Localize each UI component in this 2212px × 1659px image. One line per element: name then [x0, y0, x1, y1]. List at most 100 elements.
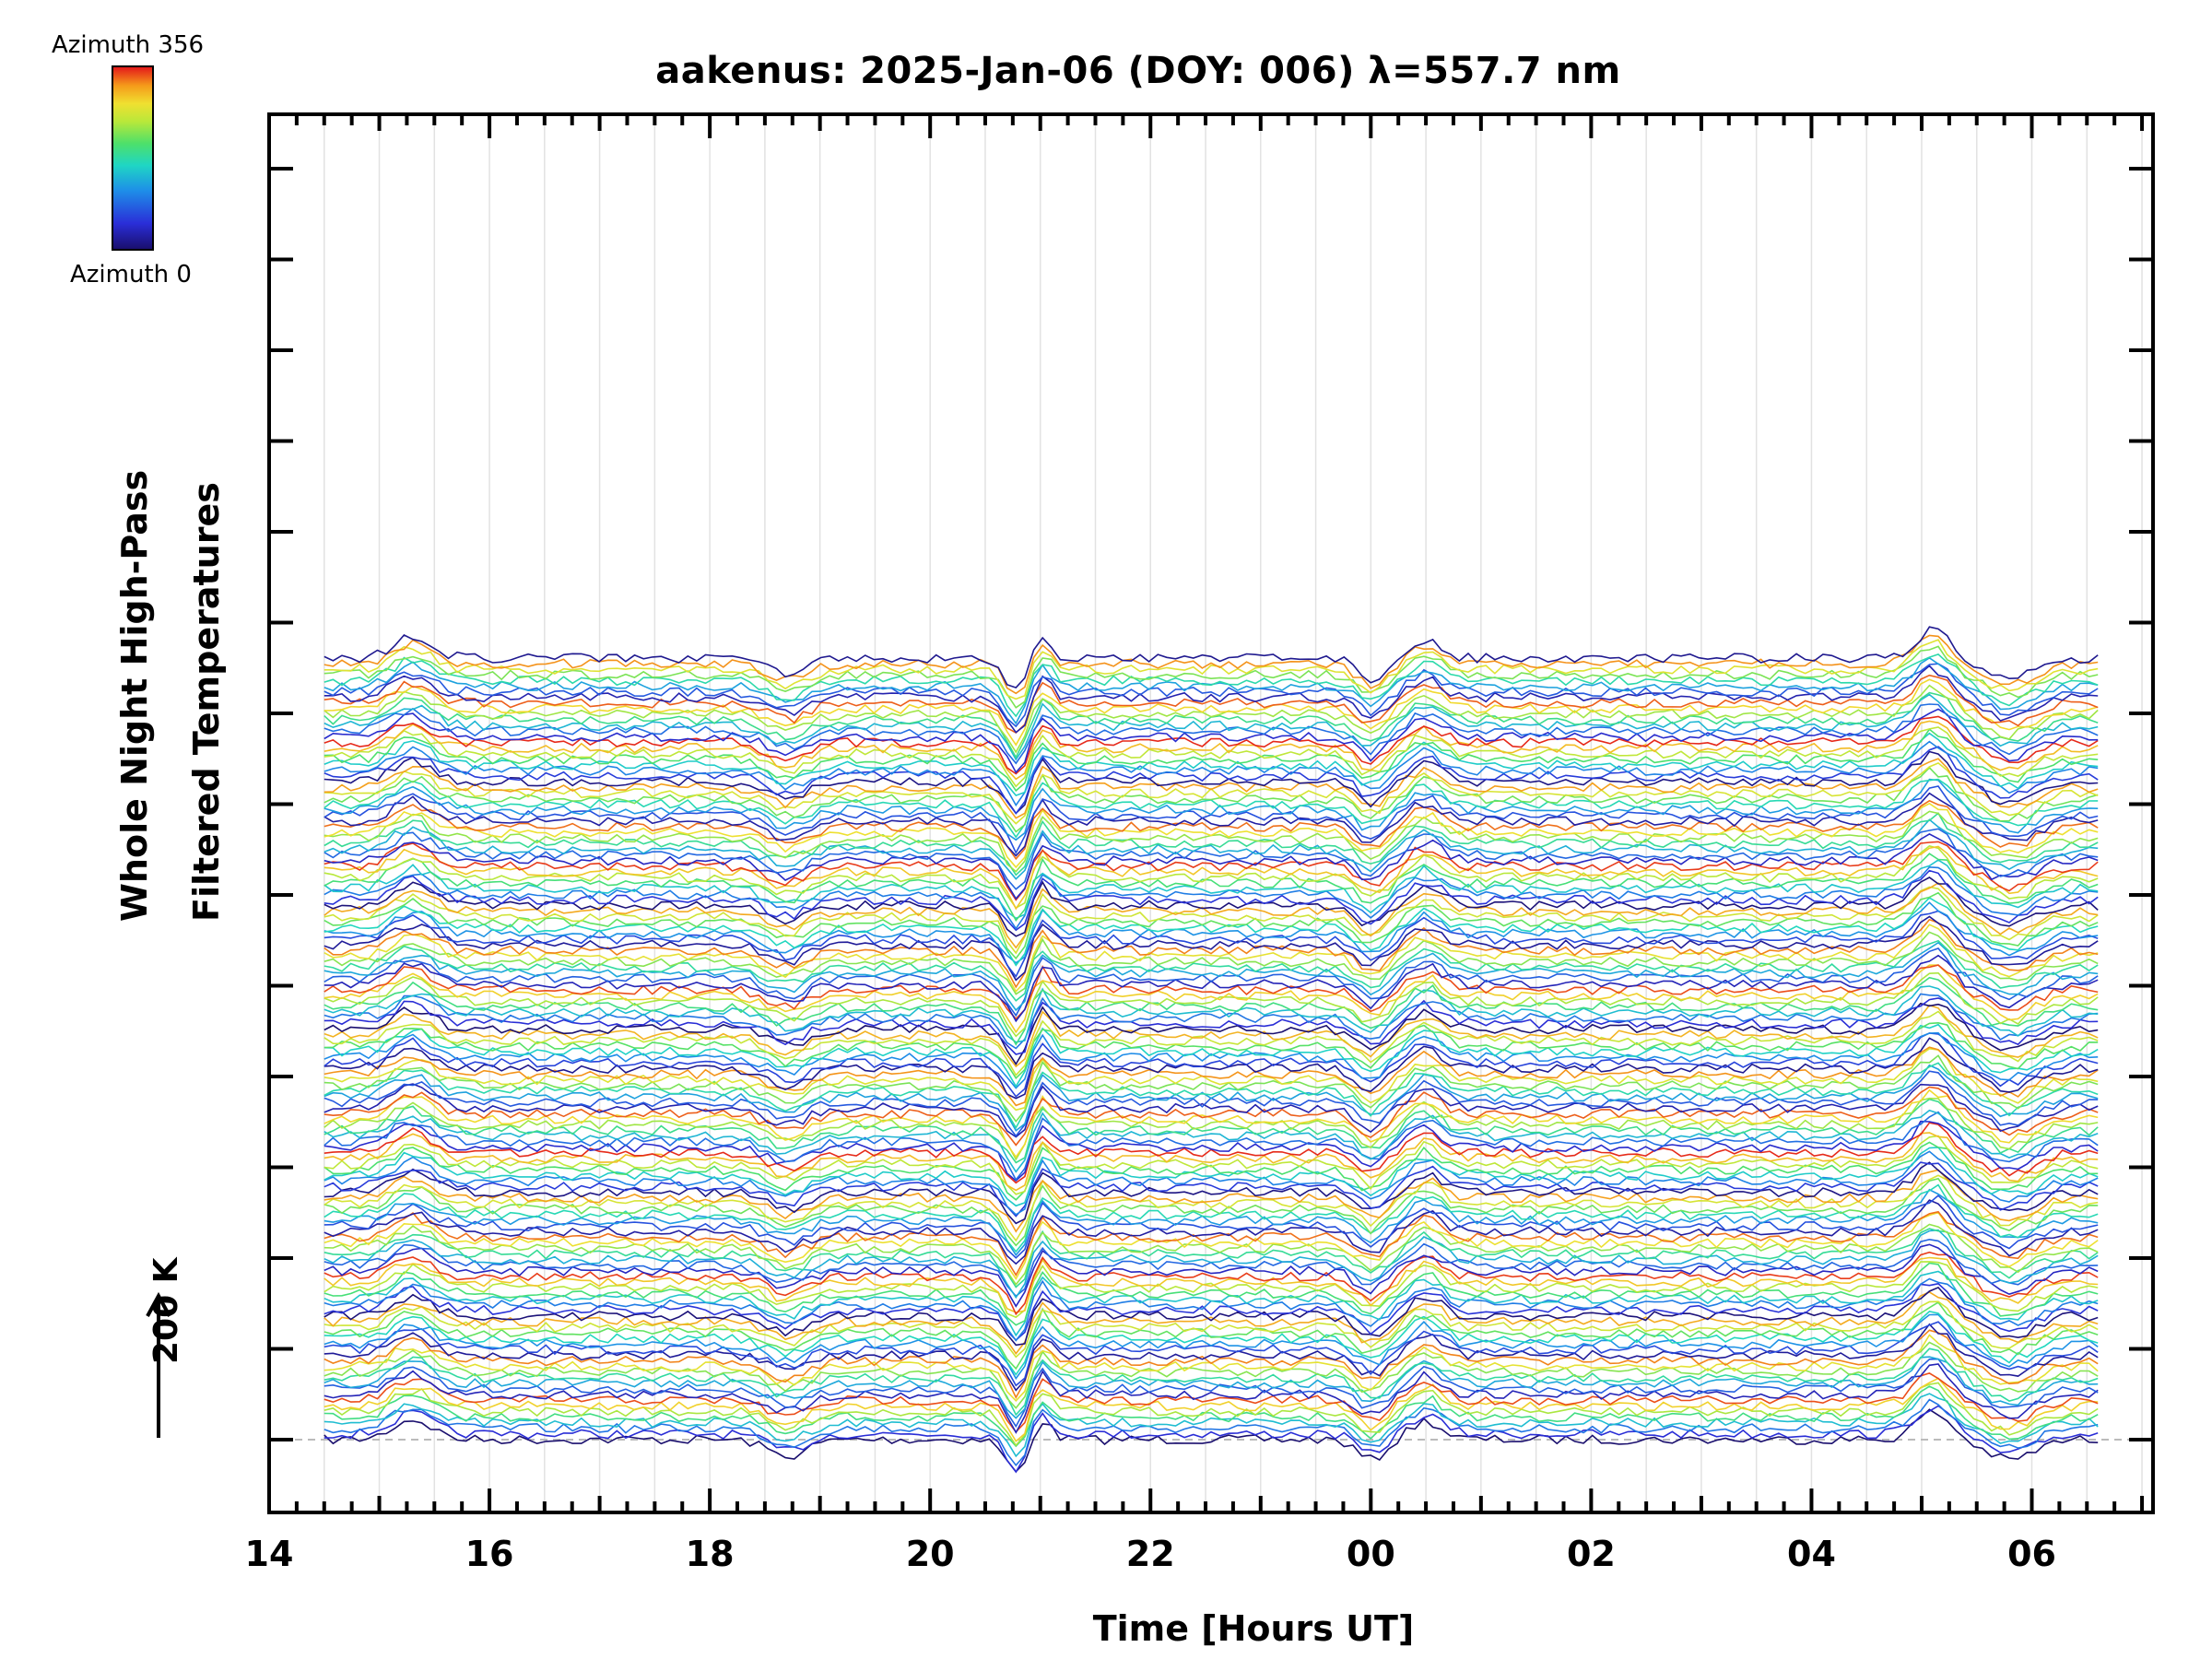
series-line: [324, 639, 2099, 700]
series-line: [324, 1023, 2099, 1088]
series-line: [324, 1088, 2099, 1159]
series-line: [324, 1282, 2099, 1342]
series-line: [324, 918, 2099, 989]
series-line: [324, 1313, 2099, 1381]
series-line: [324, 924, 2099, 994]
series-line: [324, 703, 2099, 765]
x-axis-label: Time [Hours UT]: [1092, 1608, 1415, 1649]
series-line: [324, 1174, 2099, 1242]
series-line: [324, 653, 2099, 718]
series-line: [324, 853, 2099, 923]
series-line: [324, 1372, 2099, 1433]
series-line: [324, 634, 2099, 695]
series-line: [324, 845, 2099, 911]
scale-arrow: [146, 1291, 171, 1438]
colorbar-bottom-label: Azimuth 0: [70, 261, 192, 288]
tick-label-layer: 14 16 18 20 22 00 02 04 06: [245, 1534, 2056, 1574]
series-line: [324, 1277, 2099, 1342]
series-line: [324, 1047, 2099, 1112]
series-line: [324, 665, 2099, 734]
series-line: [324, 1031, 2099, 1089]
series-line: [324, 1408, 2099, 1473]
series-line: [324, 931, 2099, 995]
series-line: [324, 1021, 2099, 1080]
series-line: [324, 1321, 2099, 1387]
series-line: [324, 746, 2099, 815]
tick-layer: [267, 114, 2153, 1512]
series-line: [324, 1229, 2099, 1300]
series-line: [324, 799, 2099, 861]
series-line: [324, 792, 2099, 857]
series-line: [324, 891, 2099, 960]
series-line: [324, 1046, 2099, 1107]
series-line: [324, 1037, 2099, 1100]
series-line: [324, 766, 2099, 833]
series-line: [324, 947, 2099, 1018]
series-line: [324, 877, 2099, 937]
series-line: [324, 1256, 2099, 1313]
series-line: [324, 882, 2099, 949]
series-line: [324, 1393, 2099, 1458]
series-line: [324, 1382, 2099, 1447]
x-tick-label: 22: [1126, 1534, 1175, 1574]
x-tick-label: 14: [245, 1534, 294, 1574]
series-line: [324, 1064, 2099, 1132]
series-line: [324, 1188, 2099, 1257]
series-line: [324, 828, 2099, 890]
series-line: [324, 1210, 2099, 1277]
series-line: [324, 1300, 2099, 1371]
x-tick-label: 00: [1347, 1534, 1395, 1574]
series-line: [324, 1270, 2099, 1337]
series-line: [324, 915, 2099, 982]
series-line: [324, 812, 2099, 877]
series-layer: [324, 626, 2099, 1474]
series-line: [324, 1405, 2099, 1474]
series-line: [324, 1262, 2099, 1326]
series-line: [324, 663, 2099, 728]
series-line: [324, 1377, 2099, 1442]
series-line: [324, 1329, 2099, 1399]
series-line: [324, 674, 2099, 734]
series-line: [324, 1147, 2099, 1207]
series-line: [324, 1291, 2099, 1355]
x-tick-label: 16: [465, 1534, 514, 1574]
series-line: [324, 910, 2099, 979]
series-line: [324, 865, 2099, 930]
series-line: [324, 993, 2099, 1050]
series-line: [324, 1086, 2099, 1147]
series-line: [324, 1141, 2099, 1201]
series-line: [324, 1347, 2099, 1417]
series-line: [324, 1223, 2099, 1286]
series-line: [324, 626, 2099, 689]
series-line: [324, 1385, 2099, 1448]
series-line: [324, 778, 2099, 841]
series-line: [324, 1004, 2099, 1068]
plot-frame: [267, 112, 2155, 1514]
x-tick-label: 04: [1787, 1534, 1836, 1574]
series-line: [324, 1054, 2099, 1124]
series-line: [324, 1363, 2099, 1434]
series-line: [324, 715, 2099, 775]
series-line: [324, 1161, 2099, 1218]
series-line: [324, 845, 2099, 910]
series-line: [324, 901, 2099, 964]
series-line: [324, 1010, 2099, 1077]
series-line: [324, 964, 2099, 1020]
series-line: [324, 645, 2099, 709]
series-line: [324, 758, 2099, 819]
series-line: [324, 1150, 2099, 1216]
series-line: [324, 1098, 2099, 1164]
series-line: [324, 1183, 2099, 1253]
series-line: [324, 1323, 2099, 1392]
series-line: [324, 1120, 2099, 1182]
series-line: [324, 886, 2099, 955]
series-line: [324, 841, 2099, 901]
series-line: [324, 1111, 2099, 1182]
series-line: [324, 976, 2099, 1046]
scale-label: 200 K: [147, 1257, 185, 1364]
series-line: [324, 1097, 2099, 1161]
series-line: [324, 1356, 2099, 1419]
series-line: [324, 732, 2099, 797]
series-line: [324, 708, 2099, 774]
